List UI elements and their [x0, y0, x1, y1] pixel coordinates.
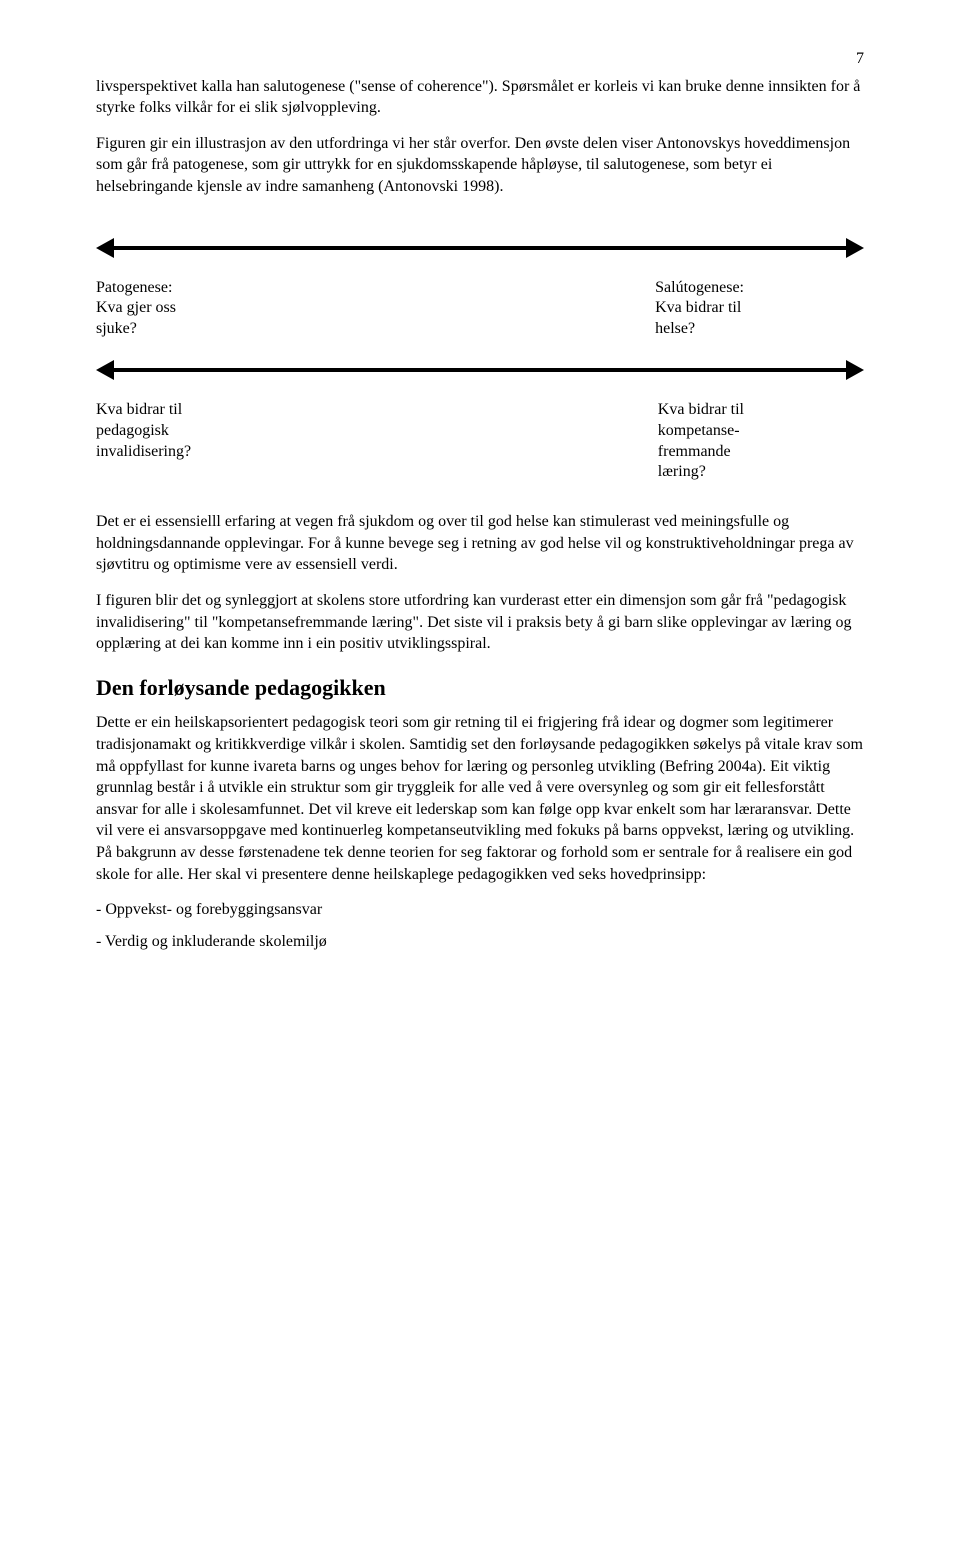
diagram-1: Patogenese: Kva gjer oss sjuke? Salútoge…: [96, 246, 864, 340]
double-arrow-icon: [102, 246, 858, 250]
page-number: 7: [96, 48, 864, 70]
section-heading: Den forløysande pedagogikken: [96, 673, 864, 703]
label-line: kompetanse-: [658, 421, 744, 442]
label-line: invalidisering?: [96, 442, 191, 463]
label-line: Kva gjer oss: [96, 298, 176, 319]
list-item: - Oppvekst- og forebyggingsansvar: [96, 899, 864, 921]
paragraph: Dette er ein heilskapsorientert pedagogi…: [96, 712, 864, 885]
diagram-left-label: Patogenese: Kva gjer oss sjuke?: [96, 278, 176, 340]
paragraph: I figuren blir det og synleggjort at sko…: [96, 590, 864, 655]
diagram-right-label: Kva bidrar til kompetanse- fremmande lær…: [658, 400, 744, 483]
paragraph: livsperspektivet kalla han salutogenese …: [96, 76, 864, 119]
label-line: Salútogenese:: [655, 278, 744, 299]
label-line: læring?: [658, 462, 744, 483]
double-arrow-icon: [102, 368, 858, 372]
label-line: sjuke?: [96, 319, 176, 340]
label-line: Kva bidrar til: [96, 400, 191, 421]
diagram-left-label: Kva bidrar til pedagogisk invalidisering…: [96, 400, 191, 483]
paragraph: Det er ei essensielll erfaring at vegen …: [96, 511, 864, 576]
diagram-2: Kva bidrar til pedagogisk invalidisering…: [96, 368, 864, 483]
label-line: Kva bidrar til: [658, 400, 744, 421]
paragraph: Figuren gir ein illustrasjon av den utfo…: [96, 133, 864, 198]
label-line: Kva bidrar til: [655, 298, 744, 319]
label-line: pedagogisk: [96, 421, 191, 442]
list-item: - Verdig og inkluderande skolemiljø: [96, 931, 864, 953]
label-line: fremmande: [658, 442, 744, 463]
label-line: Patogenese:: [96, 278, 176, 299]
diagram-right-label: Salútogenese: Kva bidrar til helse?: [655, 278, 744, 340]
label-line: helse?: [655, 319, 744, 340]
